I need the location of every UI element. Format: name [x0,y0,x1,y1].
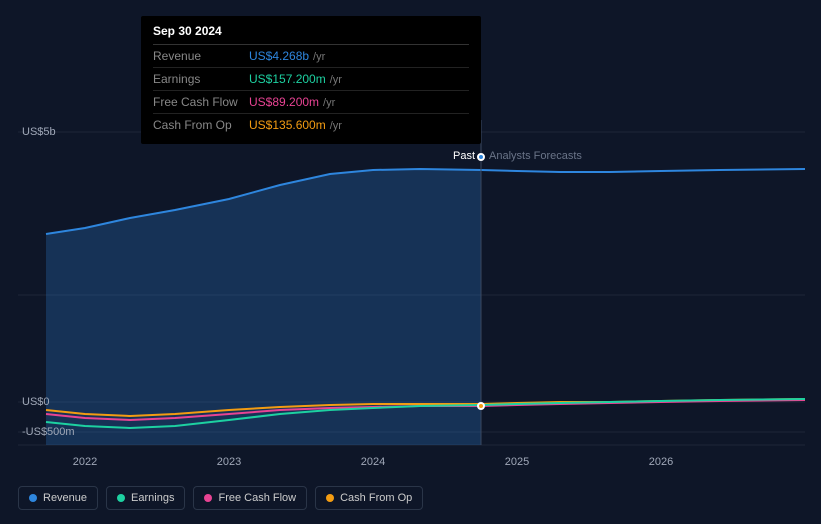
tooltip-row-label: Revenue [153,49,249,63]
marker-dot-bottom [477,402,485,410]
legend-label: Cash From Op [340,492,412,504]
tooltip-row: Free Cash FlowUS$89.200m/yr [153,91,469,114]
tooltip-row-label: Earnings [153,72,249,86]
tooltip-row: EarningsUS$157.200m/yr [153,68,469,91]
tooltip-row: Cash From OpUS$135.600m/yr [153,114,469,136]
legend-dot-icon [326,494,334,502]
tooltip-row-value: US$89.200m [249,95,319,109]
financial-chart: Sep 30 2024 RevenueUS$4.268b/yrEarningsU… [0,0,821,524]
chart-tooltip: Sep 30 2024 RevenueUS$4.268b/yrEarningsU… [141,16,481,144]
legend-label: Earnings [131,492,174,504]
x-axis-label: 2025 [505,456,529,468]
tooltip-row-value: US$157.200m [249,72,326,86]
legend-dot-icon [29,494,37,502]
y-axis-label: -US$500m [22,426,75,438]
tooltip-row-unit: /yr [313,51,325,63]
x-axis-label: 2026 [649,456,673,468]
legend-item[interactable]: Free Cash Flow [193,486,307,510]
tooltip-row-unit: /yr [323,97,335,109]
chart-legend: Revenue Earnings Free Cash Flow Cash From O… [18,486,423,510]
tooltip-row-value: US$4.268b [249,49,309,63]
legend-label: Revenue [43,492,87,504]
x-axis-label: 2023 [217,456,241,468]
legend-dot-icon [204,494,212,502]
legend-item[interactable]: Earnings [106,486,185,510]
legend-item[interactable]: Cash From Op [315,486,423,510]
legend-item[interactable]: Revenue [18,486,98,510]
tooltip-row-label: Free Cash Flow [153,95,249,109]
tooltip-row-value: US$135.600m [249,118,326,132]
x-axis-label: 2022 [73,456,97,468]
marker-dot-top [477,153,485,161]
tooltip-date: Sep 30 2024 [153,24,469,45]
past-label: Past [453,150,475,162]
forecast-label: Analysts Forecasts [489,150,582,162]
tooltip-row-unit: /yr [330,120,342,132]
y-axis-label: US$5b [22,126,56,138]
x-axis-label: 2024 [361,456,385,468]
legend-dot-icon [117,494,125,502]
y-axis-label: US$0 [22,396,50,408]
tooltip-row-label: Cash From Op [153,118,249,132]
legend-label: Free Cash Flow [218,492,296,504]
tooltip-row: RevenueUS$4.268b/yr [153,45,469,68]
tooltip-row-unit: /yr [330,74,342,86]
